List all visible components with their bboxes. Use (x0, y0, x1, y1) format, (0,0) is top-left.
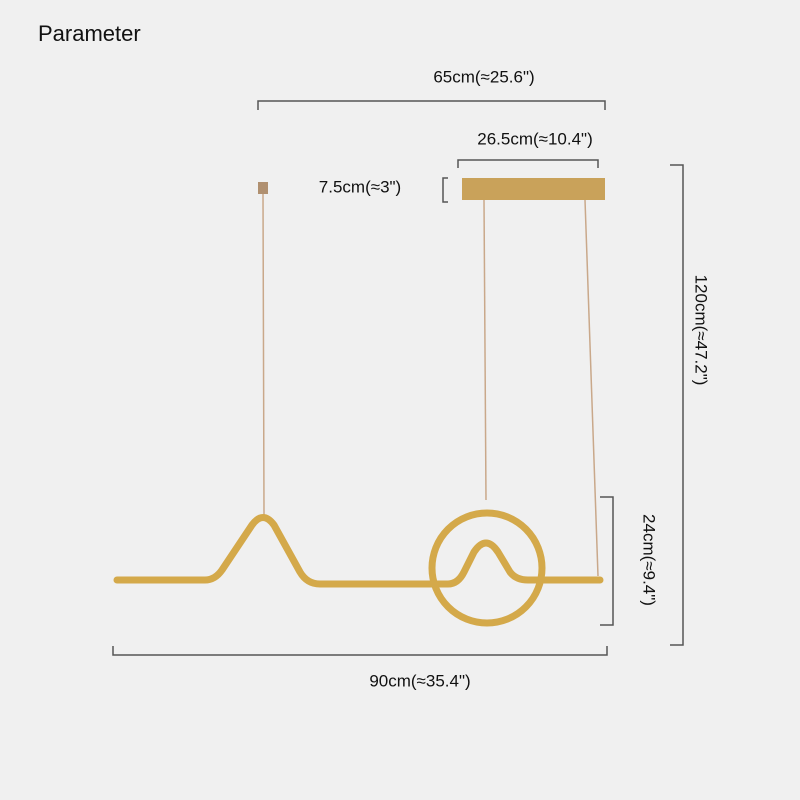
wire (262, 193, 265, 516)
light-bar (113, 514, 604, 588)
wire (584, 199, 599, 577)
dimension-bracket (257, 100, 606, 110)
dimension-label: 65cm(≈25.6") (433, 67, 534, 86)
dimension-bracket (670, 164, 684, 646)
wire (483, 199, 487, 501)
dimension-label: 90cm(≈35.4") (369, 671, 470, 690)
title: Parameter (38, 21, 141, 46)
dimension-bracket (457, 159, 599, 168)
dimension-bracket (112, 646, 608, 656)
dimension-label: 26.5cm(≈10.4") (477, 129, 593, 148)
dimension-bracket (442, 177, 448, 203)
wire-clip (258, 182, 268, 194)
canopy (462, 178, 605, 200)
ring (428, 509, 546, 627)
dimension-label: 24cm(≈9.4") (640, 514, 659, 606)
dimension-label: 7.5cm(≈3") (319, 177, 401, 196)
dimension-bracket (600, 496, 614, 626)
dimension-label: 120cm(≈47.2") (692, 275, 711, 386)
